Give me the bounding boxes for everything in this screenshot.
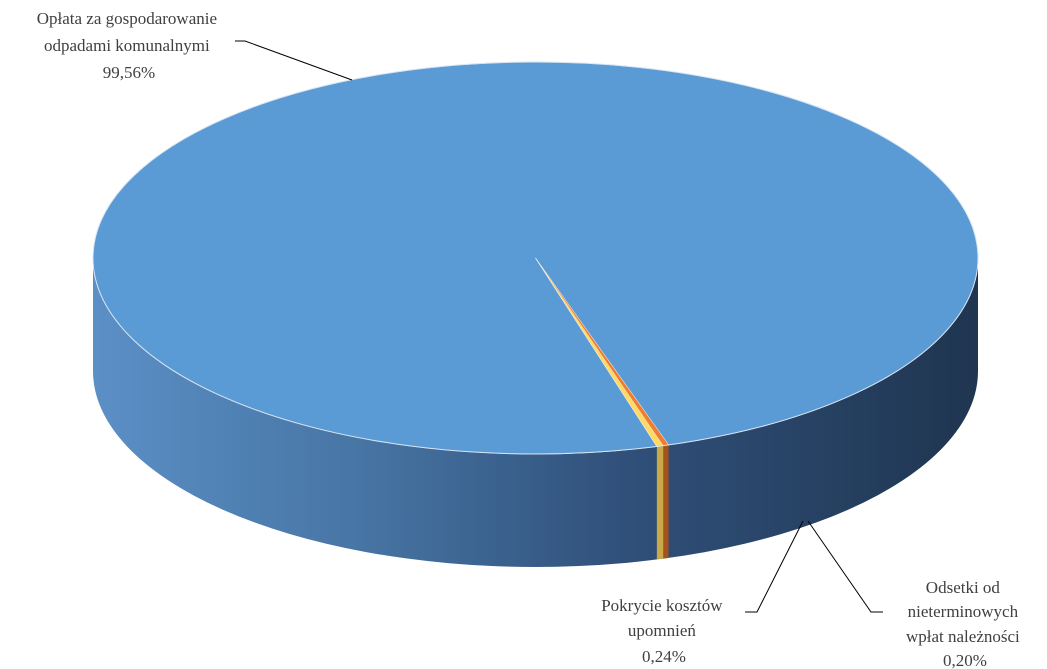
slice-label-1: Pokrycie kosztów upomnień 0,24% xyxy=(601,596,727,666)
leader-line-slice-0 xyxy=(235,40,353,81)
slice-2-name-line-1: Odsetki od xyxy=(926,578,1001,597)
slice-1-value: 0,24% xyxy=(642,647,686,666)
pie-slice-side-2 xyxy=(663,444,669,559)
slice-label-2: Odsetki od nieterminowych wpłat należnoś… xyxy=(906,578,1024,669)
leader-line-slice-2 xyxy=(807,520,883,613)
slice-2-name-line-3: wpłat należności xyxy=(906,627,1020,646)
slice-0-name-line-1: Opłata za gospodarowanie xyxy=(37,9,217,28)
slice-2-name-line-2: nieterminowych xyxy=(908,602,1019,621)
pie-slice-side-1 xyxy=(656,445,664,560)
slice-1-name-line-2: upomnień xyxy=(628,621,696,640)
leader-line-slice-1 xyxy=(745,520,804,613)
pie-top-edge xyxy=(92,61,979,455)
slice-1-name-line-1: Pokrycie kosztów xyxy=(601,596,723,615)
slice-2-value: 0,20% xyxy=(943,651,987,669)
slice-0-name-line-2: odpadami komunalnymi xyxy=(44,36,210,55)
slice-0-value: 99,56% xyxy=(103,63,155,82)
slice-label-0: Opłata za gospodarowanie odpadami komuna… xyxy=(37,9,222,82)
